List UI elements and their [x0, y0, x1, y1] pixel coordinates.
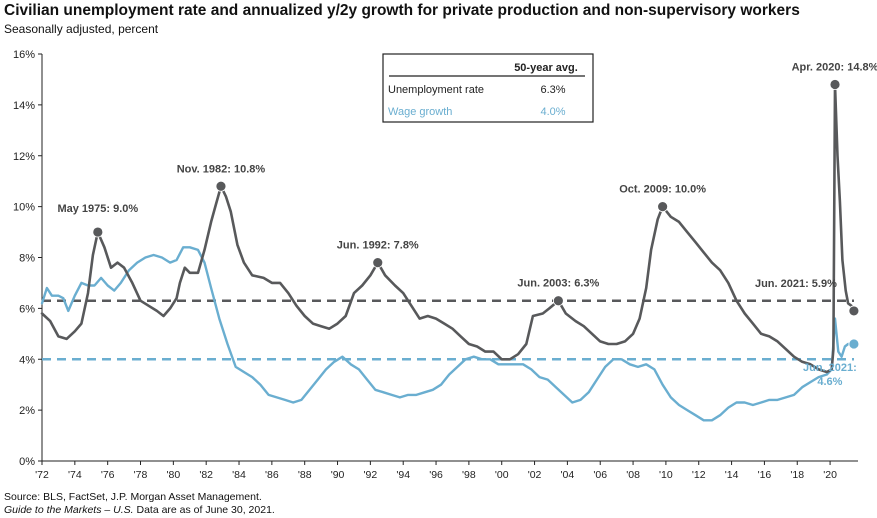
x-tick-label: '90: [331, 469, 345, 481]
x-tick-label: '76: [101, 469, 115, 481]
unemployment-point-marker: [848, 305, 860, 317]
y-tick-label: 14%: [13, 100, 35, 112]
series-layer: [40, 83, 856, 422]
annotation-label: Oct. 2009: 10.0%: [619, 184, 706, 196]
x-tick-label: '20: [823, 469, 837, 481]
x-tick-label: '04: [561, 469, 575, 481]
wage-series-line: [40, 246, 856, 422]
x-tick-label: '16: [758, 469, 772, 481]
x-tick-label: '06: [593, 469, 607, 481]
x-tick-label: '74: [68, 469, 82, 481]
legend-row-label: Wage growth: [388, 106, 452, 118]
x-tick-label: '80: [167, 469, 181, 481]
x-tick-label: '00: [495, 469, 509, 481]
annotation-label: Jun. 2003: 6.3%: [517, 278, 599, 290]
legend-box: [382, 53, 594, 123]
guide-title: Guide to the Markets – U.S.: [4, 504, 134, 516]
annotation-label: May 1975: 9.0%: [57, 203, 138, 215]
y-tick-label: 6%: [19, 303, 35, 315]
data-date-note: Data are as of June 30, 2021.: [133, 504, 275, 516]
x-tick-label: '10: [659, 469, 673, 481]
y-tick-label: 2%: [19, 405, 35, 417]
y-tick-label: 8%: [19, 253, 35, 265]
annotation-label: Jun. 2021:: [803, 362, 857, 374]
x-tick-label: '82: [199, 469, 213, 481]
x-tick-label: '96: [429, 469, 443, 481]
unemployment-point-marker: [372, 257, 384, 268]
wage-point-marker: [848, 338, 860, 350]
y-tick-label: 0%: [19, 456, 35, 468]
y-tick-label: 4%: [19, 354, 35, 366]
source-note: Source: BLS, FactSet, J.P. Morgan Asset …: [4, 491, 262, 503]
y-tick-label: 12%: [13, 151, 35, 163]
unemployment-point-marker: [552, 295, 564, 307]
x-tick-label: '08: [626, 469, 640, 481]
unemployment-point-marker: [657, 201, 669, 213]
legend-table: 50-year avg. Unemployment rate 6.3% Wage gr…: [382, 53, 594, 123]
annotation-label: Nov. 1982: 10.8%: [177, 163, 266, 175]
legend-row-label: Unemployment rate: [388, 84, 484, 96]
axis-layer: 0% 2% 4% 6% 8% 10% 12% 14% 16% '72 '74 '76 '78 '80 '82…: [13, 49, 858, 481]
marker-layer: May 1975: 9.0% Nov. 1982: 10.8% Jun. 1992:…: [57, 62, 877, 388]
x-tick-label: '18: [790, 469, 804, 481]
annotation-label: Jun. 2021: 5.9%: [755, 278, 837, 290]
chart-subtitle: Seasonally adjusted, percent: [4, 22, 159, 36]
x-tick-label: '02: [528, 469, 542, 481]
chart-title: Civilian unemployment rate and annualize…: [4, 2, 800, 19]
y-tick-label: 10%: [13, 202, 35, 214]
x-tick-label: '12: [692, 469, 706, 481]
legend-header: 50-year avg.: [514, 62, 578, 74]
unemployment-point-marker: [829, 79, 841, 90]
annotation-label-value: 4.6%: [817, 376, 842, 388]
line-chart: 0% 2% 4% 6% 8% 10% 12% 14% 16% '72 '74 '76 '78 '80 '82…: [13, 49, 877, 481]
reference-lines: [42, 299, 854, 361]
unemployment-point-marker: [92, 226, 104, 238]
x-tick-label: '94: [396, 469, 410, 481]
x-tick-label: '84: [232, 469, 246, 481]
x-tick-label: '86: [265, 469, 279, 481]
x-tick-label: '14: [725, 469, 739, 481]
annotation-label: Apr. 2020: 14.8%: [792, 62, 877, 74]
x-tick-label: '88: [298, 469, 312, 481]
y-tick-label: 16%: [13, 49, 35, 61]
unemployment-series-line: [40, 83, 856, 374]
x-tick-label: '72: [35, 469, 49, 481]
unemployment-point-marker: [215, 180, 227, 192]
legend-row-value: 4.0%: [540, 106, 565, 118]
x-tick-label: '78: [134, 469, 148, 481]
x-tick-label: '92: [364, 469, 378, 481]
x-tick-label: '98: [462, 469, 476, 481]
data-note: Guide to the Markets – U.S. Data are as …: [4, 504, 275, 516]
annotation-label: Jun. 1992: 7.8%: [337, 240, 419, 252]
legend-row-value: 6.3%: [540, 84, 565, 96]
